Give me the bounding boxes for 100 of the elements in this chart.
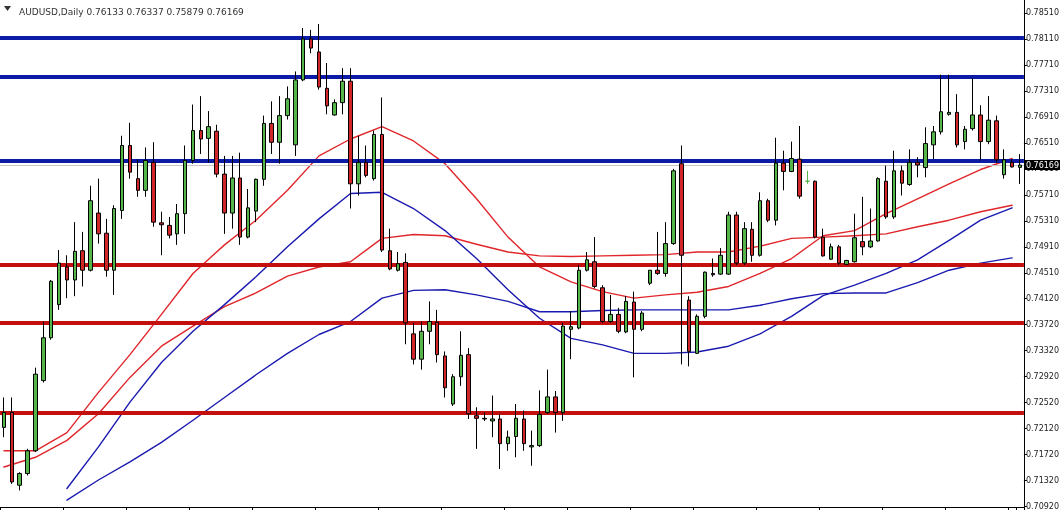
candlestick [459,330,463,387]
candlestick [33,367,38,453]
candlestick [372,130,376,182]
candlestick [718,247,723,276]
candlestick [616,307,621,334]
y-tick-label: 0.77710 [1025,60,1060,70]
candlestick [10,397,14,485]
y-tick-label: 0.76510 [1025,138,1060,148]
candlestick [419,321,424,371]
candlestick [671,168,676,246]
candlestick [648,269,652,286]
candlestick [277,95,282,165]
candlestick [600,284,605,324]
candlestick [679,145,684,365]
candlestick [104,218,109,278]
candlestick [813,180,817,239]
candlestick [978,104,983,161]
candlestick [592,236,597,289]
candlestick [466,347,471,420]
candlestick [655,231,660,276]
candlestick [569,310,573,360]
candlestick [963,125,967,150]
candlestick [128,122,132,180]
candlestick [317,23,321,91]
text: AUDUSD,Daily 0.76133 0.76337 0.75879 0.76169 [19,6,245,17]
y-tick-label: 0.78110 [1025,34,1060,44]
candlestick [781,150,786,191]
candlestick [262,115,266,187]
candlestick [403,252,408,345]
candlestick [2,397,6,438]
candlestick [348,67,353,210]
candlestick [884,165,888,220]
candlestick [687,295,691,367]
candlestick [750,221,754,263]
candlestick [844,259,849,266]
y-tick-label: 0.74510 [1025,268,1060,278]
candlestick [955,93,959,148]
candlestick [411,322,416,365]
candlestick [577,264,581,330]
candlestick [514,403,518,458]
candlestick [797,125,802,200]
candlestick [175,203,179,246]
candlestick [269,100,274,155]
candlestick [498,413,502,470]
candlestick [789,141,794,173]
candlestick [301,27,305,82]
candlestick [742,221,747,266]
candlestick [451,373,455,407]
candlestick [852,213,857,263]
candlestick [970,77,975,132]
candlestick [553,390,558,434]
candlestick [537,389,542,448]
candlestick [191,104,195,165]
candlestick [923,126,928,178]
candlestick [703,271,707,319]
candlestick [931,125,936,160]
candlestick [663,221,668,278]
candlestick [624,295,628,334]
y-tick-label: 0.71320 [1025,475,1060,485]
candlestick [57,249,61,311]
candlestick [167,216,172,239]
candlestick [151,141,156,228]
y-tick-label: 0.78510 [1025,8,1060,18]
candlestick [734,211,739,266]
candlestick [726,211,731,276]
y-tick-label: 0.73720 [1025,319,1060,329]
candlestick [65,254,69,299]
candlestick [199,95,203,155]
candlestick [332,98,337,117]
ref-line-label: 0.76169 [1025,160,1060,170]
y-tick-label: 0.77310 [1025,86,1060,96]
candlestick [860,196,865,256]
candlestick [112,204,116,296]
candlestick [632,291,636,378]
candlestick [49,279,53,341]
y-tick-label: 0.72920 [1025,371,1060,381]
candlestick [325,62,329,115]
y-tick-label: 0.76910 [1025,112,1060,122]
candlestick [876,176,880,243]
candlestick [222,155,227,235]
candlestick [900,165,904,197]
candlestick [522,410,526,452]
candlestick [427,300,432,345]
candlestick [364,145,368,178]
candlestick [293,70,298,157]
y-tick-label: 0.75710 [1025,190,1060,200]
candlestick [821,228,825,258]
candlestick [120,135,124,220]
candlestick [17,471,22,491]
candlestick [396,251,400,273]
candlestick [585,251,589,273]
candlestick [380,96,384,253]
y-tick-label: 0.75310 [1025,216,1060,226]
candlestick [230,155,235,230]
candlestick [88,185,93,273]
candlestick [829,243,833,261]
candlestick [892,150,896,220]
candlestick [183,145,187,235]
candlestick [1002,148,1006,180]
candlestick [309,29,313,54]
